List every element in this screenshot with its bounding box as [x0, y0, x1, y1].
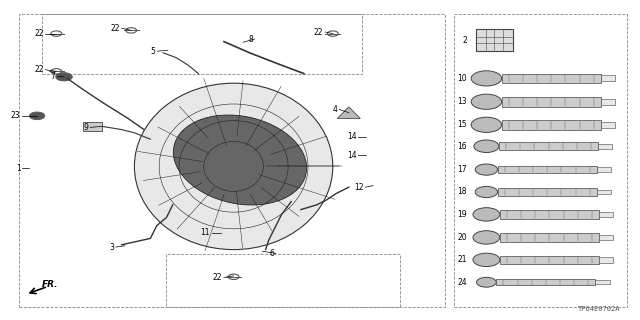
Bar — [596, 190, 611, 194]
Text: 24: 24 — [458, 278, 467, 287]
Text: 22: 22 — [314, 28, 323, 36]
Circle shape — [473, 208, 500, 221]
Text: TP64E0702A: TP64E0702A — [579, 306, 621, 312]
Text: 20: 20 — [458, 233, 467, 242]
Text: 14: 14 — [347, 132, 356, 141]
Bar — [215, 231, 233, 236]
Bar — [599, 257, 613, 262]
Circle shape — [474, 140, 499, 153]
Bar — [42, 14, 362, 74]
Circle shape — [29, 112, 45, 120]
Bar — [601, 99, 615, 105]
Text: 4: 4 — [333, 105, 338, 114]
Text: 17: 17 — [458, 165, 467, 174]
Bar — [166, 254, 400, 307]
Text: 3: 3 — [109, 243, 114, 252]
Text: 22: 22 — [212, 273, 222, 282]
Circle shape — [471, 117, 502, 132]
Ellipse shape — [134, 83, 333, 250]
Bar — [502, 74, 601, 83]
Circle shape — [473, 231, 500, 244]
Bar — [83, 122, 102, 131]
Text: 11: 11 — [200, 228, 210, 237]
Text: 1: 1 — [16, 164, 20, 172]
Text: 15: 15 — [458, 120, 467, 129]
Text: 12: 12 — [354, 183, 364, 192]
Bar — [498, 166, 596, 173]
Bar — [599, 235, 613, 240]
Text: 16: 16 — [458, 142, 467, 151]
Circle shape — [471, 94, 502, 109]
Text: 13: 13 — [458, 97, 467, 106]
Bar — [599, 212, 613, 217]
Bar — [19, 14, 445, 307]
Text: 21: 21 — [458, 255, 467, 264]
Circle shape — [56, 73, 72, 81]
Circle shape — [477, 277, 496, 287]
Text: 8: 8 — [248, 35, 253, 44]
Circle shape — [471, 71, 502, 86]
Text: 18: 18 — [458, 188, 467, 196]
Text: 5: 5 — [150, 47, 156, 56]
Bar — [500, 210, 599, 219]
Text: 19: 19 — [458, 210, 467, 219]
Bar — [596, 167, 611, 172]
Circle shape — [475, 164, 498, 175]
Text: 7: 7 — [51, 72, 56, 81]
Text: 23: 23 — [11, 111, 20, 120]
Circle shape — [475, 186, 498, 197]
Text: 22: 22 — [34, 29, 44, 38]
Bar — [454, 14, 627, 307]
Text: 10: 10 — [458, 74, 467, 83]
Bar — [601, 76, 615, 82]
Text: 14: 14 — [347, 151, 356, 160]
Bar — [601, 122, 615, 128]
FancyBboxPatch shape — [476, 29, 513, 51]
Bar — [498, 188, 596, 196]
Text: FR.: FR. — [42, 280, 58, 289]
Text: 22: 22 — [110, 24, 120, 33]
Circle shape — [473, 253, 500, 267]
Bar — [598, 144, 612, 149]
Text: 2: 2 — [463, 36, 467, 44]
Bar — [595, 280, 609, 284]
Bar — [499, 142, 598, 150]
Bar — [500, 233, 599, 242]
Text: 6: 6 — [269, 249, 274, 258]
Ellipse shape — [173, 115, 307, 205]
Polygon shape — [337, 107, 360, 118]
Text: 9: 9 — [83, 123, 88, 132]
Text: 22: 22 — [34, 65, 44, 74]
Bar — [500, 255, 599, 264]
Bar — [496, 279, 595, 285]
Bar — [502, 97, 601, 107]
Bar — [502, 120, 601, 130]
